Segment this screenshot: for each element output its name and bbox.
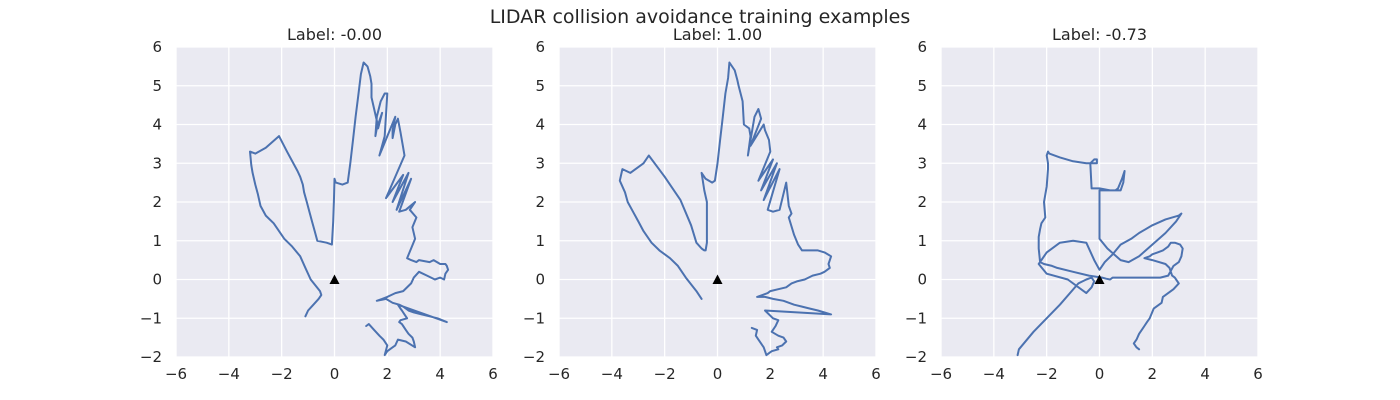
y-tick-label: −2 [523, 348, 545, 366]
y-tick-label: 6 [917, 38, 927, 56]
subplot-title: Label: -0.00 [287, 25, 382, 44]
lidar-scan-line [249, 61, 450, 357]
y-tick-label: 0 [917, 271, 927, 289]
y-tick-label: 2 [535, 193, 545, 211]
figure-title: LIDAR collision avoidance training examp… [490, 6, 911, 28]
x-tick-label: 6 [1253, 365, 1263, 383]
x-tick-label: 0 [330, 365, 340, 383]
y-tick-label: 0 [152, 271, 162, 289]
x-tick-label: −6 [548, 365, 570, 383]
x-tick-label: 4 [818, 365, 828, 383]
x-tick-label: −6 [165, 365, 187, 383]
lidar-scan-line [1016, 150, 1184, 357]
subplot-title: Label: -0.73 [1052, 25, 1147, 44]
gridlines [175, 46, 494, 358]
x-tick-label: −4 [983, 365, 1005, 383]
x-tick-label: −2 [654, 365, 676, 383]
y-tick-label: −1 [140, 309, 162, 327]
y-tick-label: −1 [523, 309, 545, 327]
y-tick-label: 4 [917, 116, 927, 134]
y-tick-label: −2 [905, 348, 927, 366]
x-tick-label: 2 [766, 365, 776, 383]
x-tick-label: 0 [1095, 365, 1105, 383]
x-tick-label: −2 [271, 365, 293, 383]
y-tick-label: −2 [140, 348, 162, 366]
y-tick-label: 1 [152, 232, 162, 250]
y-tick-label: 2 [152, 193, 162, 211]
x-tick-label: −2 [1036, 365, 1058, 383]
subplot-3: −6 −4 −2 0 2 4 6 −2 −1 0 1 2 3 4 5 6 Label: -0.73 [905, 25, 1263, 383]
x-tick-label: 2 [1148, 365, 1158, 383]
y-tick-label: 3 [917, 154, 927, 172]
y-tick-label: 5 [535, 77, 545, 95]
y-tick-label: 2 [917, 193, 927, 211]
subplots: −6 −4 −2 0 2 4 6 −2 −1 0 1 2 3 4 5 6 Label: -0.00 −6 −4 −2 0… [140, 25, 1263, 383]
y-tick-label: 5 [917, 77, 927, 95]
y-tick-label: 0 [535, 271, 545, 289]
x-tick-label: 6 [871, 365, 881, 383]
x-tick-label: 4 [435, 365, 445, 383]
x-tick-label: 0 [713, 365, 723, 383]
y-tick-label: 1 [917, 232, 927, 250]
y-tick-label: 3 [152, 154, 162, 172]
x-tick-label: 6 [488, 365, 498, 383]
y-tick-label: 4 [152, 116, 162, 134]
robot-position-marker [1094, 274, 1105, 284]
y-tick-label: 5 [152, 77, 162, 95]
y-tick-label: 3 [535, 154, 545, 172]
x-tick-label: −6 [930, 365, 952, 383]
y-tick-label: 1 [535, 232, 545, 250]
y-tick-label: 6 [152, 38, 162, 56]
robot-position-marker [329, 274, 340, 284]
y-tick-label: 6 [535, 38, 545, 56]
subplot-2: −6 −4 −2 0 2 4 6 −2 −1 0 1 2 3 4 5 6 Label: 1.00 [523, 25, 881, 383]
subplot-title: Label: 1.00 [673, 25, 762, 44]
x-tick-label: 4 [1200, 365, 1210, 383]
x-tick-label: 2 [383, 365, 393, 383]
x-tick-label: −4 [601, 365, 623, 383]
lidar-scan-line [618, 61, 833, 357]
y-tick-label: 4 [535, 116, 545, 134]
y-tick-label: −1 [905, 309, 927, 327]
x-tick-label: −4 [218, 365, 240, 383]
subplot-1: −6 −4 −2 0 2 4 6 −2 −1 0 1 2 3 4 5 6 Label: -0.00 [140, 25, 498, 383]
robot-position-marker [712, 274, 723, 284]
